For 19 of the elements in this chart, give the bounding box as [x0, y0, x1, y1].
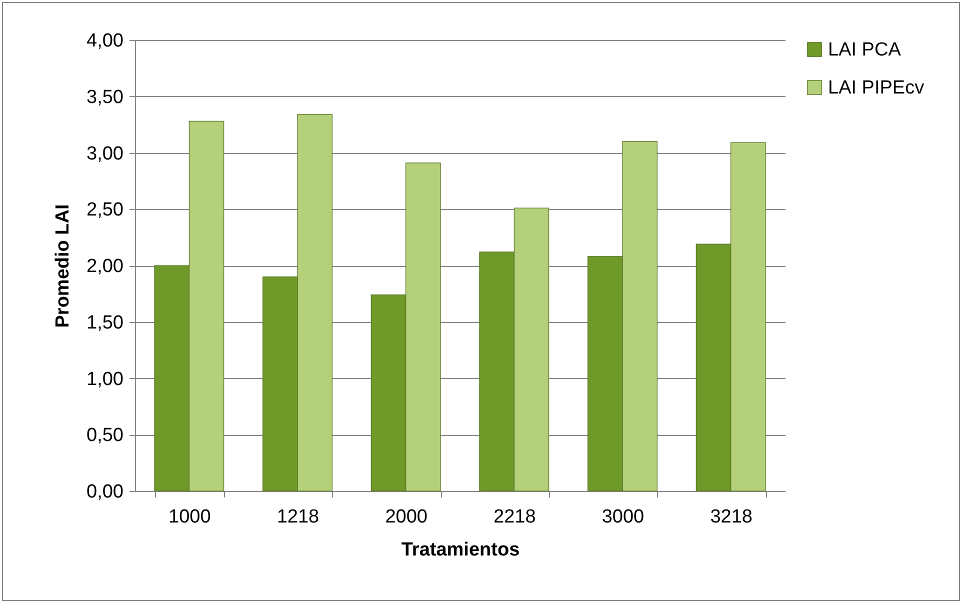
x-tick-label: 3000 — [602, 506, 644, 528]
x-tick-label: 1218 — [276, 506, 320, 528]
y-tick-label: 1,00 — [86, 368, 124, 390]
x-tick-label: 2218 — [494, 506, 536, 528]
legend-label: LAI PIPEcv — [828, 78, 925, 98]
legend-label: LAI PCA — [828, 40, 902, 60]
y-tick-label: 4,00 — [86, 30, 124, 52]
x-tick-label: 3218 — [710, 506, 752, 528]
x-axis-title: Tratamientos — [401, 540, 520, 560]
y-tick-label: 1,50 — [86, 312, 124, 334]
y-tick-label: 3,00 — [86, 143, 124, 164]
x-tick-label: 1000 — [168, 506, 211, 528]
x-tick-label: 2000 — [385, 506, 428, 528]
y-tick-label: 2,50 — [86, 200, 124, 221]
y-tick-label: 3,50 — [86, 86, 124, 108]
y-tick-label: 2,00 — [86, 256, 124, 277]
y-tick-label: 0,50 — [86, 425, 124, 446]
y-tick-label: 0,00 — [86, 482, 124, 502]
y-axis-title: Promedio LAI — [52, 204, 74, 328]
